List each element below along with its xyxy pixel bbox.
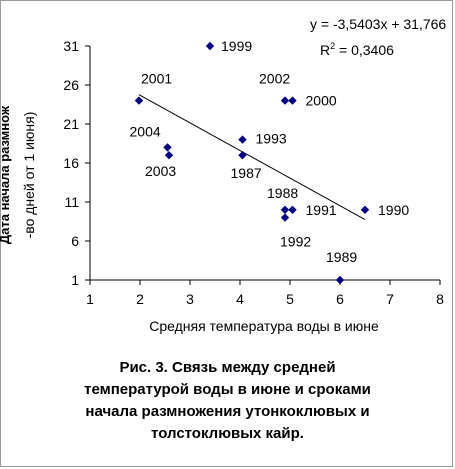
point-label-1991: 1991 [306, 202, 337, 218]
point-marker-1987 [238, 150, 247, 160]
point-label-1990: 1990 [378, 202, 409, 218]
y-tick-label: 6 [71, 233, 79, 249]
points-group [134, 41, 370, 285]
point-label-1999: 1999 [221, 38, 252, 54]
x-axis-title: Средняя температура воды в июне [149, 318, 379, 334]
point-marker-1988 [280, 205, 290, 215]
trendline-equation: y = -3,5403x + 31,766 [310, 16, 446, 32]
figure-caption: Рис. 3. Связь между средней температурой… [0, 357, 455, 445]
y-tick-label: 26 [63, 77, 79, 93]
caption-line-3: начала размножения утонкоклювых и [85, 403, 370, 420]
point-label-2002: 2002 [259, 71, 290, 87]
y-tick-label: 16 [63, 155, 79, 171]
point-label-1987: 1987 [231, 165, 262, 181]
x-tick-label: 6 [336, 291, 344, 307]
point-marker-1999 [205, 41, 215, 51]
trendline-group [138, 94, 366, 220]
y-axis-title-line2: -во дней от 1 июня) [21, 112, 37, 239]
x-tick-label: 3 [186, 291, 194, 307]
x-tick-label: 5 [286, 291, 294, 307]
point-label-1989: 1989 [326, 249, 357, 265]
point-marker-1990 [360, 205, 370, 215]
y-tick-label: 11 [64, 194, 79, 210]
r-squared-superscript: 2 [330, 41, 335, 51]
r-squared-label: R2 = 0,3406 [320, 41, 394, 58]
point-labels-group: 1999 2001 2002 2000 1993 2004 2003 1987 1988 1991… [130, 38, 410, 265]
point-label-1988: 1988 [267, 185, 298, 201]
point-label-1992: 1992 [280, 234, 311, 250]
point-marker-1993 [238, 135, 247, 144]
point-marker-2003 [164, 150, 174, 160]
r-squared-prefix: R [320, 42, 330, 58]
point-marker-2004 [163, 143, 172, 152]
point-marker-1992 [280, 213, 290, 222]
x-tick-label: 1 [86, 291, 94, 307]
point-marker-2001 [134, 96, 144, 105]
y-tick-label: 31 [63, 38, 79, 54]
r-squared-value: = 0,3406 [335, 42, 394, 58]
y-tick-label: 1 [71, 272, 79, 288]
trendline [138, 94, 366, 220]
point-label-2000: 2000 [306, 93, 337, 109]
x-tick-label: 4 [236, 291, 244, 307]
point-marker-1991 [288, 205, 297, 215]
point-label-2004: 2004 [130, 123, 161, 139]
point-label-1993: 1993 [256, 131, 287, 147]
y-axis-title-line1: Дата начала размнож [0, 105, 12, 244]
point-marker-2000 [288, 96, 297, 105]
caption-line-4: толстоклювых кайр. [151, 425, 304, 442]
x-tick-label: 2 [136, 291, 144, 307]
point-label-2003: 2003 [145, 163, 176, 179]
caption-line-2: температурой воды в июне и сроками [84, 381, 371, 398]
point-marker-2002 [280, 96, 290, 105]
x-tick-label: 7 [386, 291, 394, 307]
y-tick-label: 21 [63, 116, 79, 132]
point-label-2001: 2001 [141, 71, 172, 87]
x-tick-label: 8 [436, 291, 444, 307]
scatter-chart: Дата начала размнож -во дней от 1 июня) … [0, 16, 446, 334]
point-marker-1989 [335, 275, 345, 285]
caption-line-1: Рис. 3. Связь между средней [119, 359, 336, 376]
